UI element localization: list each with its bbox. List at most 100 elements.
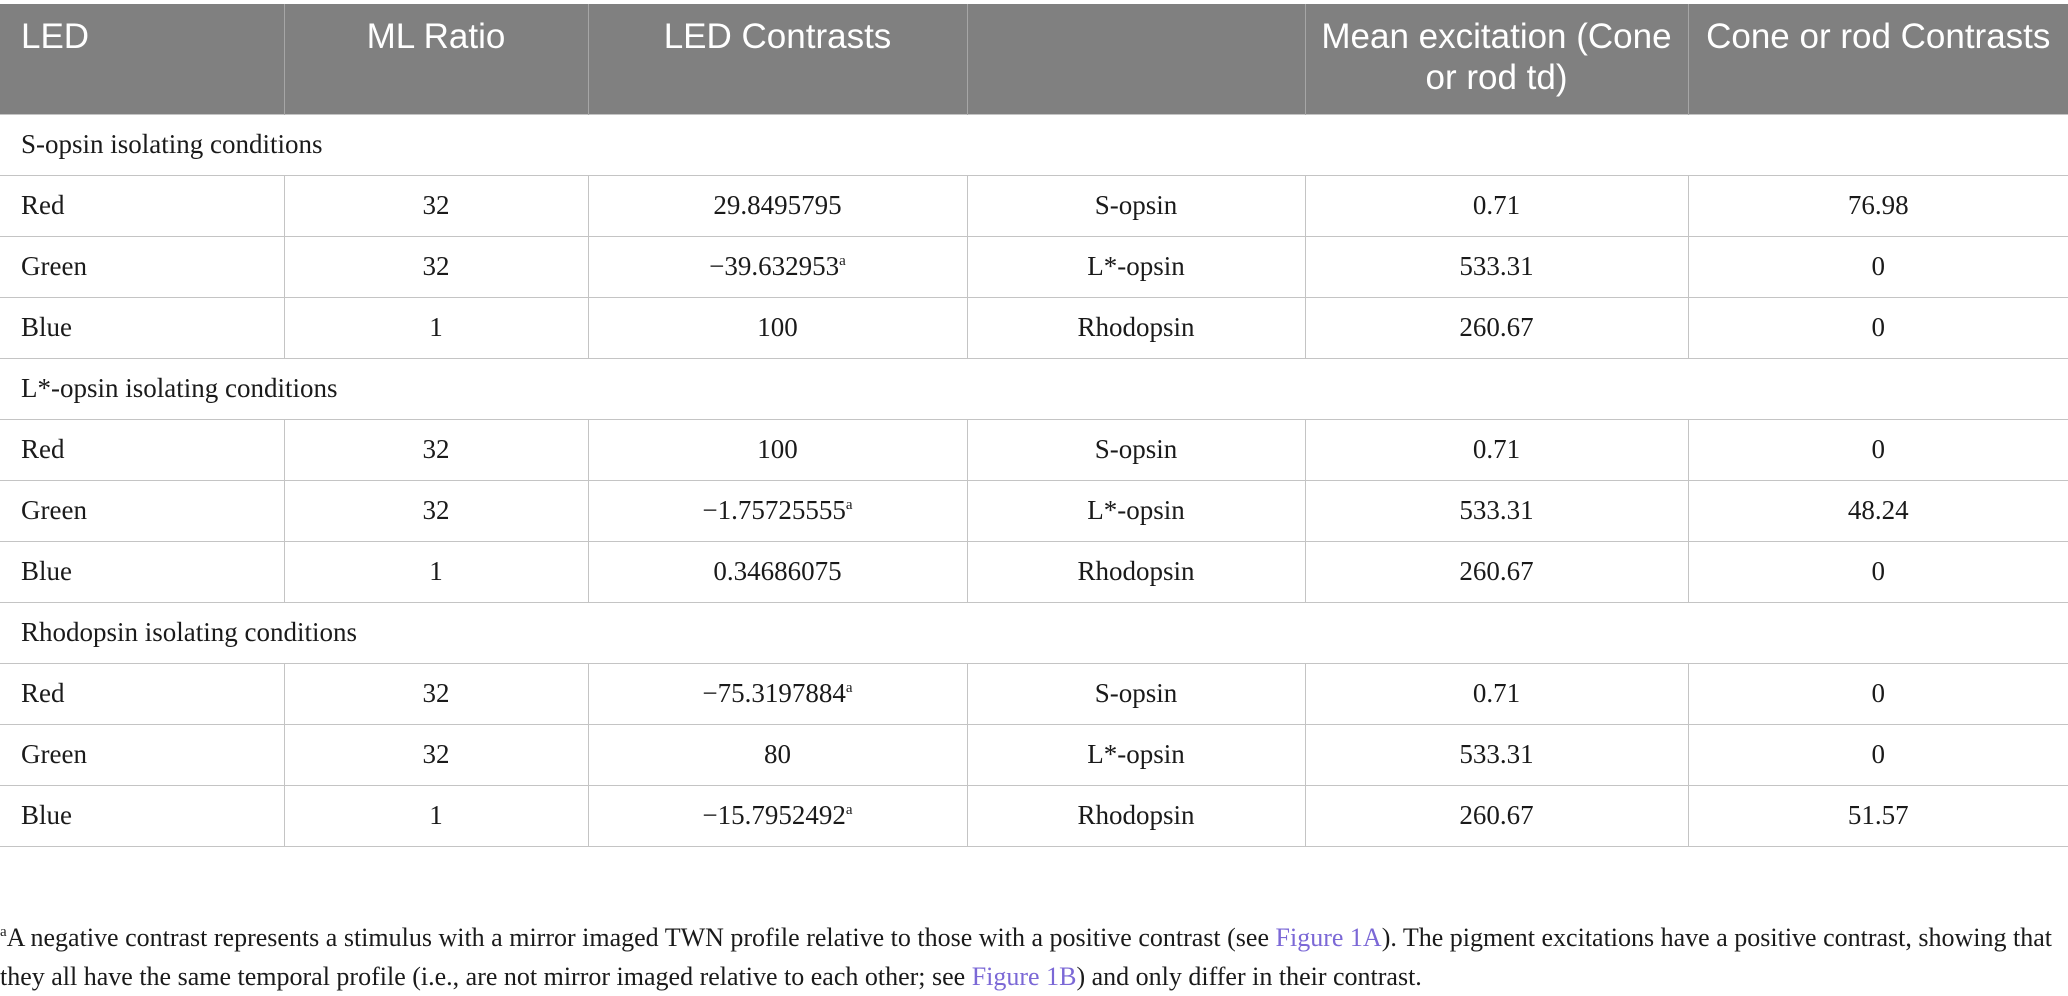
cell-ml-ratio: 32	[283, 174, 589, 237]
header-led-contrasts: LED Contrasts	[588, 4, 968, 114]
cell-mean-excitation: 0.71	[1304, 662, 1689, 725]
cell-mean-excitation: 533.31	[1304, 479, 1689, 542]
led-contrast-value: −75.3197884	[702, 678, 846, 708]
cell-mean-excitation: 0.71	[1304, 418, 1689, 481]
section-row: S-opsin isolating conditions	[0, 113, 2068, 176]
header-row: LED ML Ratio LED Contrasts Mean excitati…	[0, 4, 2068, 114]
cell-ml-ratio: 1	[283, 784, 589, 847]
footnote-text-1: A negative contrast represents a stimulu…	[6, 923, 1276, 952]
cell-mean-excitation: 0.71	[1304, 174, 1689, 237]
header-ml-ratio: ML Ratio	[284, 4, 589, 114]
led-contrast-value: 80	[764, 739, 791, 769]
cell-pigment: Rhodopsin	[966, 540, 1306, 603]
cell-led: Red	[0, 662, 285, 725]
cell-led: Blue	[0, 784, 285, 847]
table-row: Red 32 29.8495795 S-opsin 0.71 76.98	[0, 174, 2068, 237]
cell-contrast: 0	[1687, 235, 2068, 298]
cell-contrast: 76.98	[1687, 174, 2068, 237]
cell-led: Green	[0, 479, 285, 542]
header-cone-rod-contrasts: Cone or rod Contrasts	[1688, 4, 2068, 114]
section-row: L*-opsin isolating conditions	[0, 357, 2068, 420]
cell-pigment: S-opsin	[966, 174, 1306, 237]
footnote-ref: a	[845, 802, 853, 818]
cell-led: Red	[0, 174, 285, 237]
cell-pigment: L*-opsin	[966, 479, 1306, 542]
cell-ml-ratio: 1	[283, 296, 589, 359]
header-pigment	[967, 4, 1306, 114]
cell-contrast: 0	[1687, 540, 2068, 603]
table-row: Green 32 −39.632953a L*-opsin 533.31 0	[0, 235, 2068, 298]
header-led: LED	[0, 4, 285, 114]
cell-pigment: Rhodopsin	[966, 784, 1306, 847]
cell-led-contrast: 100	[587, 418, 968, 481]
cell-mean-excitation: 533.31	[1304, 235, 1689, 298]
data-table-container: LED ML Ratio LED Contrasts Mean excitati…	[0, 4, 2068, 847]
led-contrast-value: −15.7952492	[702, 800, 846, 830]
cell-contrast: 0	[1687, 662, 2068, 725]
cell-led: Red	[0, 418, 285, 481]
table-body: S-opsin isolating conditions Red 32 29.8495…	[0, 113, 2068, 847]
cell-ml-ratio: 32	[283, 235, 589, 298]
cell-pigment: S-opsin	[966, 418, 1306, 481]
footnote-marker: a	[0, 924, 7, 940]
table-row: Red 32 100 S-opsin 0.71 0	[0, 418, 2068, 481]
cell-ml-ratio: 32	[283, 662, 589, 725]
cell-led: Blue	[0, 296, 285, 359]
cell-pigment: S-opsin	[966, 662, 1306, 725]
section-title: S-opsin isolating conditions	[0, 113, 2068, 176]
cell-led: Green	[0, 235, 285, 298]
cell-pigment: L*-opsin	[966, 723, 1306, 786]
cell-contrast: 0	[1687, 296, 2068, 359]
header-mean-excitation: Mean excitation (Cone or rod td)	[1305, 4, 1689, 114]
led-contrast-value: 100	[757, 312, 798, 342]
cell-mean-excitation: 260.67	[1304, 296, 1689, 359]
cell-contrast: 0	[1687, 723, 2068, 786]
cell-pigment: L*-opsin	[966, 235, 1306, 298]
table-row: Blue 1 −15.7952492a Rhodopsin 260.67 51.57	[0, 784, 2068, 847]
table-row: Red 32 −75.3197884a S-opsin 0.71 0	[0, 662, 2068, 725]
table-row: Green 32 80 L*-opsin 533.31 0	[0, 723, 2068, 786]
table-row: Blue 1 100 Rhodopsin 260.67 0	[0, 296, 2068, 359]
cell-contrast: 48.24	[1687, 479, 2068, 542]
cell-mean-excitation: 533.31	[1304, 723, 1689, 786]
cell-mean-excitation: 260.67	[1304, 540, 1689, 603]
footnote-ref: a	[845, 680, 853, 696]
section-title: Rhodopsin isolating conditions	[0, 601, 2068, 664]
footnote-ref: a	[839, 253, 846, 269]
led-contrast-value: 100	[757, 434, 798, 464]
cell-ml-ratio: 32	[283, 479, 589, 542]
cell-mean-excitation: 260.67	[1304, 784, 1689, 847]
led-contrast-value: 0.34686075	[713, 556, 842, 586]
cell-contrast: 51.57	[1687, 784, 2068, 847]
led-contrast-table: LED ML Ratio LED Contrasts Mean excitati…	[0, 4, 2068, 847]
section-title: L*-opsin isolating conditions	[0, 357, 2068, 420]
table-row: Green 32 −1.75725555a L*-opsin 533.31 48.24	[0, 479, 2068, 542]
table-row: Blue 1 0.34686075 Rhodopsin 260.67 0	[0, 540, 2068, 603]
cell-led-contrast: 80	[587, 723, 968, 786]
cell-ml-ratio: 1	[283, 540, 589, 603]
figure-1a-link[interactable]: Figure 1A	[1275, 923, 1382, 952]
cell-led-contrast: −39.632953a	[587, 235, 968, 298]
cell-led-contrast: 0.34686075	[587, 540, 968, 603]
figure-1b-link[interactable]: Figure 1B	[971, 962, 1077, 991]
table-header: LED ML Ratio LED Contrasts Mean excitati…	[0, 4, 2068, 114]
cell-led-contrast: −1.75725555a	[587, 479, 968, 542]
cell-led-contrast: −15.7952492a	[587, 784, 968, 847]
led-contrast-value: −1.75725555	[702, 495, 846, 525]
section-row: Rhodopsin isolating conditions	[0, 601, 2068, 664]
cell-led: Green	[0, 723, 285, 786]
cell-led: Blue	[0, 540, 285, 603]
table-footnote: aA negative contrast represents a stimul…	[0, 918, 2060, 996]
cell-ml-ratio: 32	[283, 418, 589, 481]
footnote-ref: a	[845, 497, 853, 513]
cell-led-contrast: 100	[587, 296, 968, 359]
led-contrast-value: −39.632953	[709, 251, 840, 281]
cell-ml-ratio: 32	[283, 723, 589, 786]
cell-led-contrast: −75.3197884a	[587, 662, 968, 725]
footnote-text-2: ). The pigment excitations have a positi…	[0, 923, 2052, 991]
cell-pigment: Rhodopsin	[966, 296, 1306, 359]
led-contrast-value: 29.8495795	[713, 190, 842, 220]
footnote-text-3: ) and only differ in their contrast.	[1076, 962, 1422, 991]
cell-led-contrast: 29.8495795	[587, 174, 968, 237]
cell-contrast: 0	[1687, 418, 2068, 481]
